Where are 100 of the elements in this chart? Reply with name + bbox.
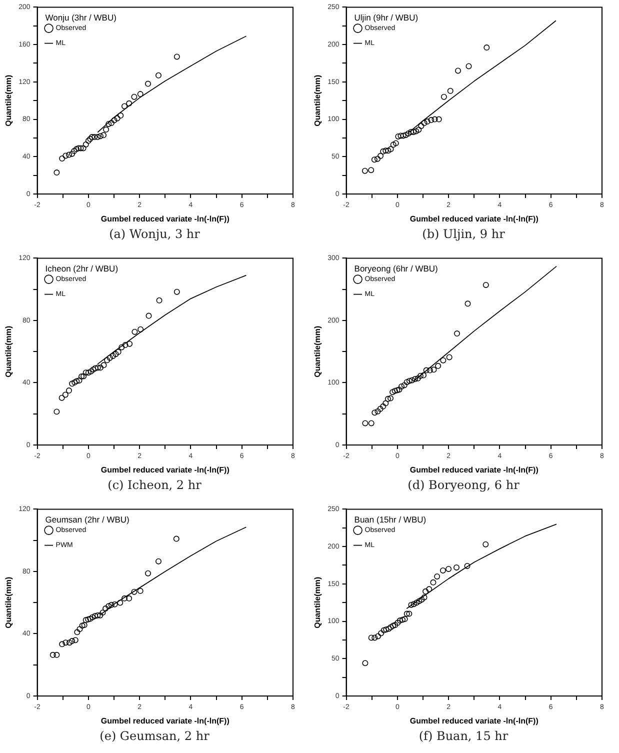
point xyxy=(372,634,378,641)
point xyxy=(416,126,422,133)
point xyxy=(392,388,398,394)
point xyxy=(432,116,438,122)
text: Buan (15hr / WBU) xyxy=(354,514,426,525)
point xyxy=(155,72,162,78)
point xyxy=(103,126,110,133)
point xyxy=(80,373,87,380)
point xyxy=(100,362,107,368)
point xyxy=(115,348,122,355)
point xyxy=(82,617,89,624)
point xyxy=(88,368,94,374)
point xyxy=(62,640,69,646)
point xyxy=(398,132,404,139)
point xyxy=(126,595,132,602)
point xyxy=(400,616,406,623)
point xyxy=(414,600,420,606)
point xyxy=(92,612,98,619)
point xyxy=(69,150,76,157)
point xyxy=(54,652,60,658)
point xyxy=(417,372,424,379)
point xyxy=(156,297,162,304)
point xyxy=(408,602,414,608)
point xyxy=(464,562,470,569)
text: Wonju (3hr / WBU) xyxy=(45,12,117,23)
point xyxy=(414,375,421,382)
point xyxy=(404,610,410,617)
point xyxy=(406,378,412,384)
point xyxy=(90,366,96,372)
point xyxy=(59,156,66,162)
y-axis-title: Quantile(mm) xyxy=(313,74,322,126)
point xyxy=(390,389,396,396)
point xyxy=(455,68,462,74)
point xyxy=(385,148,392,154)
point xyxy=(418,596,425,603)
point xyxy=(97,133,104,140)
point xyxy=(406,610,412,617)
point xyxy=(92,134,98,140)
point xyxy=(402,132,409,138)
point xyxy=(384,396,391,402)
point xyxy=(440,567,446,574)
point xyxy=(78,374,85,380)
point xyxy=(408,128,414,135)
point xyxy=(174,288,180,295)
point xyxy=(108,120,114,126)
text: (c) Icheon, 2 hr xyxy=(106,478,202,492)
point xyxy=(54,170,60,176)
point xyxy=(72,379,78,386)
point xyxy=(380,403,386,410)
point xyxy=(390,622,396,629)
point xyxy=(54,408,60,415)
point xyxy=(388,146,394,152)
point xyxy=(97,364,104,371)
point xyxy=(423,367,430,374)
point xyxy=(132,328,138,335)
point xyxy=(106,603,112,610)
point xyxy=(388,395,394,402)
point xyxy=(374,633,381,640)
point xyxy=(174,54,180,60)
y-axis-title: Quantile(mm) xyxy=(313,325,322,378)
point xyxy=(76,378,82,384)
point xyxy=(80,145,86,152)
point xyxy=(155,558,162,564)
point xyxy=(410,601,417,608)
point xyxy=(394,620,401,626)
point xyxy=(131,588,138,595)
point xyxy=(73,146,80,152)
point xyxy=(82,370,89,376)
point xyxy=(413,128,420,134)
point xyxy=(392,622,398,628)
point xyxy=(58,394,65,401)
point xyxy=(59,641,66,648)
point xyxy=(380,627,387,634)
point xyxy=(372,410,378,416)
point xyxy=(137,91,144,98)
point xyxy=(464,300,471,307)
point xyxy=(137,588,144,594)
point xyxy=(108,602,114,608)
point xyxy=(398,383,405,390)
point xyxy=(404,379,410,386)
point xyxy=(74,378,80,384)
point xyxy=(378,630,384,636)
point xyxy=(422,588,429,594)
point xyxy=(435,362,442,369)
point xyxy=(138,326,144,332)
point xyxy=(402,616,408,622)
point xyxy=(410,128,417,135)
point xyxy=(118,112,124,119)
point xyxy=(418,123,424,130)
point xyxy=(74,629,80,636)
x-axis-title: Gumbel reduced variate -ln(-ln(F)) xyxy=(100,716,230,726)
point xyxy=(374,156,380,162)
point xyxy=(395,133,402,140)
point xyxy=(111,117,118,124)
x-axis-title: Gumbel reduced variate -ln(-ln(F)) xyxy=(410,716,539,726)
point xyxy=(436,116,442,122)
text: (d) Boryeong, 6 hr xyxy=(406,478,520,492)
point xyxy=(396,386,402,393)
point xyxy=(426,367,433,374)
text: Icheon (2hr / WBU) xyxy=(45,264,118,274)
